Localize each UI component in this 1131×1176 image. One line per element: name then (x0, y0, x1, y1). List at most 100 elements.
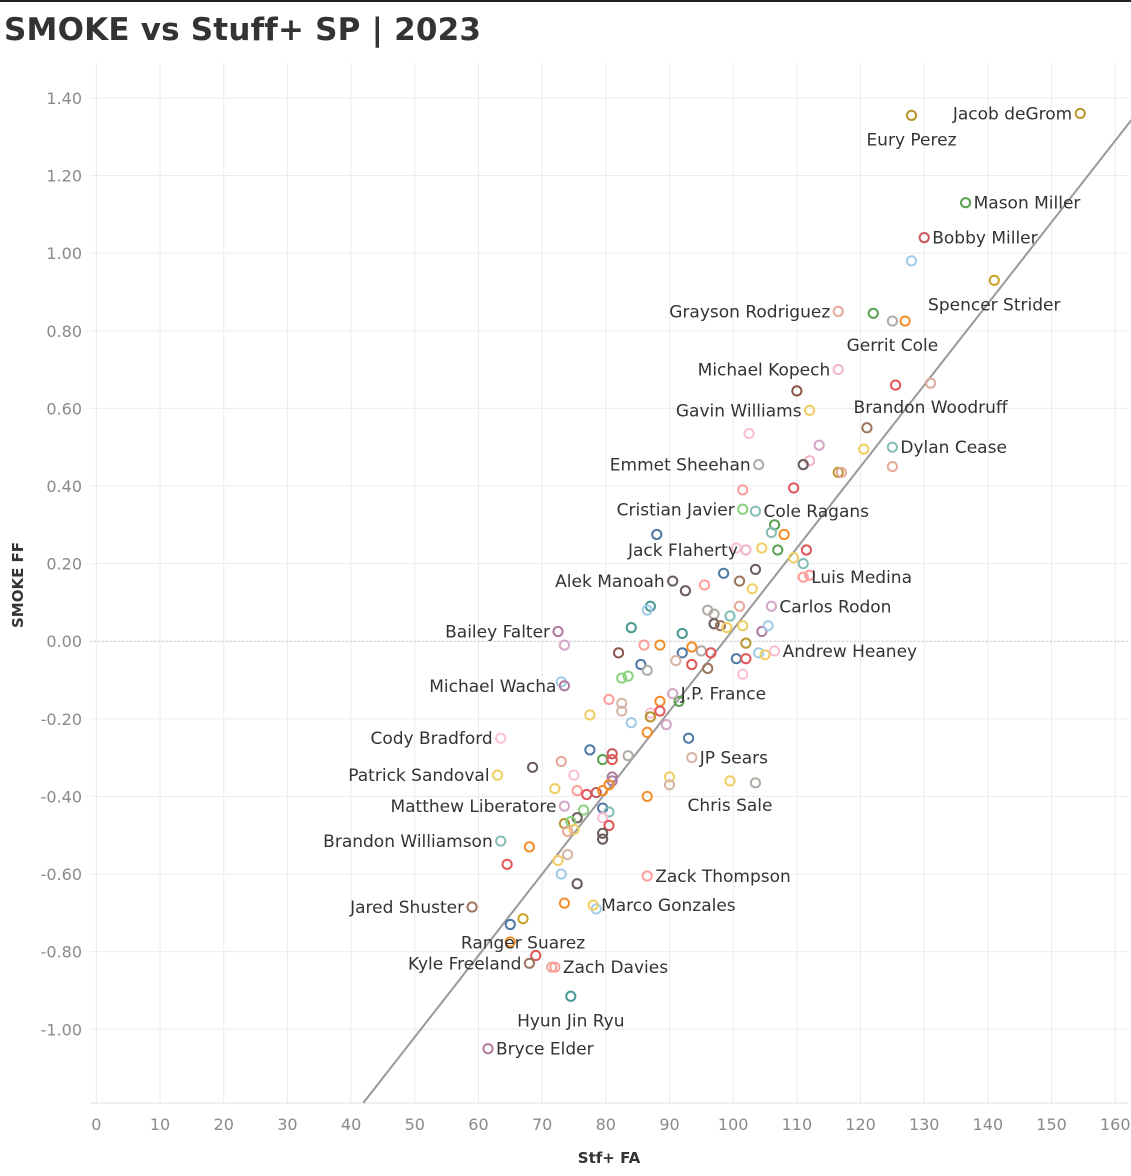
y-tick-label: -0.20 (41, 710, 82, 729)
data-point-labeled (523, 957, 535, 969)
data-point-labeled (832, 363, 844, 376)
data-point (590, 786, 602, 799)
data-point (555, 868, 567, 880)
data-point (740, 637, 752, 649)
data-point (886, 460, 898, 473)
point-label: Jack Flaherty (627, 541, 738, 561)
data-point-labeled (753, 459, 765, 471)
data-point (765, 526, 777, 539)
data-point-labeled (495, 835, 507, 847)
data-point (530, 949, 542, 962)
y-tick-label: 0.00 (46, 632, 82, 651)
data-point (641, 604, 653, 616)
point-label: Spencer Strider (928, 295, 1060, 315)
data-point (905, 255, 918, 267)
data-point (612, 647, 625, 659)
data-point-labeled (740, 544, 752, 556)
data-point (683, 732, 695, 744)
data-point (571, 785, 583, 797)
data-point-labeled (905, 109, 918, 121)
data-point (603, 779, 615, 791)
data-point (606, 753, 618, 766)
point-label: Alek Manoah (555, 572, 665, 592)
data-point (660, 719, 672, 731)
data-point (603, 819, 615, 832)
data-point (835, 466, 848, 479)
data-point-labeled (466, 901, 478, 913)
point-label: Kyle Freeland (408, 954, 521, 974)
x-tick-label: 60 (468, 1115, 488, 1134)
x-tick-label: 80 (596, 1115, 616, 1134)
data-point (641, 726, 653, 739)
data-point (606, 748, 618, 760)
point-label: Andrew Heaney (783, 642, 918, 662)
data-point (597, 833, 609, 845)
data-point (622, 670, 634, 682)
data-point (562, 849, 574, 861)
data-point (616, 697, 628, 709)
data-point-labeled (667, 575, 679, 587)
data-point (737, 620, 749, 632)
data-point (676, 627, 688, 640)
x-axis-ticks: 0 10 20 30 40 50 60 70 80 90 100 110 120 130 140 150 160 (91, 1115, 1130, 1134)
data-point-labeled (587, 899, 599, 911)
data-point-labeled (1074, 107, 1086, 120)
data-point (597, 785, 609, 797)
point-label: Matthew Liberatore (390, 797, 556, 817)
data-point (654, 639, 666, 651)
data-point (714, 620, 727, 632)
data-point-labeled (924, 377, 937, 389)
x-tick-label: 30 (277, 1115, 297, 1134)
data-point (597, 827, 609, 839)
data-point (698, 579, 711, 591)
data-point-labeled (918, 232, 930, 244)
data-point (791, 385, 803, 397)
point-label: Emmet Sheehan (610, 456, 751, 476)
x-tick-label: 10 (150, 1115, 170, 1134)
data-point (638, 639, 650, 651)
data-point (641, 790, 653, 803)
y-tick-label: -0.60 (41, 865, 82, 884)
data-point (584, 744, 596, 756)
point-label: Patrick Sandoval (348, 766, 489, 786)
top-border (0, 0, 1131, 2)
data-point (803, 569, 816, 581)
data-point (759, 649, 771, 661)
data-point-labeled (549, 961, 561, 973)
data-point (733, 600, 746, 612)
y-tick-label: 0.60 (46, 399, 82, 418)
data-point (625, 717, 637, 729)
y-tick-label: 1.20 (46, 167, 82, 186)
data-point (721, 622, 733, 634)
data-point (778, 528, 790, 541)
point-label: Gerrit Cole (847, 336, 939, 356)
data-point-labeled (565, 990, 577, 1002)
x-tick-label: 20 (214, 1115, 234, 1134)
data-point (749, 563, 762, 576)
data-point (756, 625, 768, 638)
data-point (676, 647, 688, 659)
point-label: Jacob deGrom (952, 104, 1072, 124)
data-point (526, 761, 539, 773)
data-point-labeled (558, 800, 571, 812)
point-label: Grayson Rodriguez (669, 302, 830, 322)
x-tick-label: 90 (659, 1115, 679, 1134)
point-label: Ranger Suarez (461, 934, 585, 954)
point-label: Eury Perez (866, 130, 956, 150)
point-label: Bryce Elder (496, 1040, 594, 1060)
data-points (466, 107, 1086, 1055)
y-tick-label: -0.40 (41, 787, 82, 806)
data-point (737, 484, 749, 496)
data-point (523, 841, 535, 853)
data-point (597, 812, 609, 824)
x-tick-label: 50 (405, 1115, 425, 1134)
point-label: Cody Bradford (370, 729, 492, 749)
point-label: Luis Medina (811, 568, 912, 588)
point-label: Michael Wacha (429, 677, 556, 697)
x-tick-label: 120 (845, 1115, 876, 1134)
data-point (651, 528, 663, 541)
point-label: Zack Thompson (655, 867, 791, 887)
x-axis-label: Stf+ FA (578, 1149, 641, 1167)
data-point-labeled (482, 1043, 494, 1055)
